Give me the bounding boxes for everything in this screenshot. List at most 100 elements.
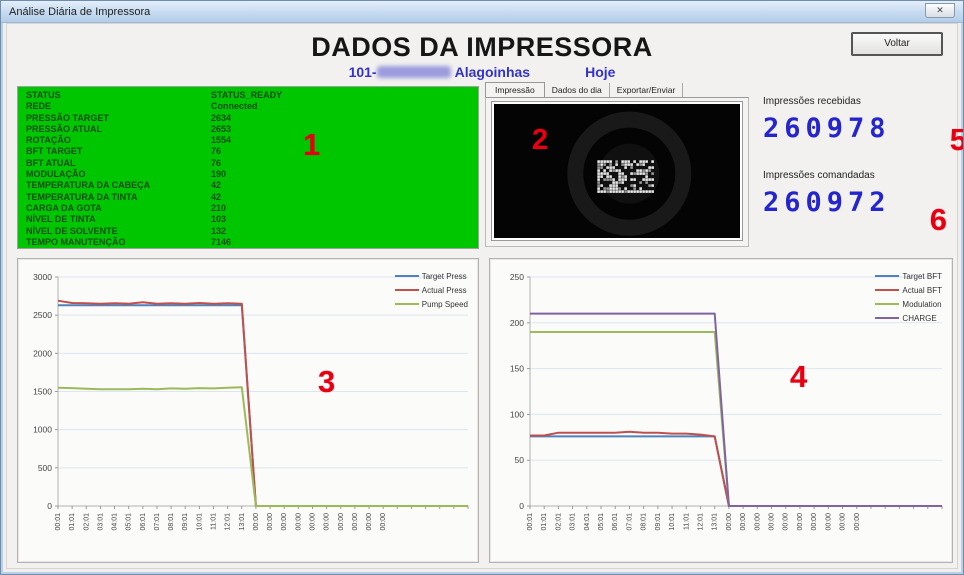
annotation-6: 6 <box>929 202 947 237</box>
pressure-chart-panel: 0 500 1000 1500 2000 2500 3000 00:01 01:01 02:01 0… <box>17 258 479 563</box>
svg-text:04:01: 04:01 <box>584 513 591 531</box>
status-row-value: 7146 <box>211 236 232 247</box>
svg-text:50: 50 <box>515 455 525 465</box>
svg-text:08:01: 08:01 <box>641 513 648 531</box>
legend-swatch <box>394 288 419 292</box>
status-row: BFT TARGET 76 <box>26 146 478 157</box>
tab-strip: Impressão Dados do dia Exportar/Enviar <box>485 82 749 98</box>
svg-text:250: 250 <box>510 272 524 282</box>
svg-text:00:00: 00:00 <box>338 513 345 531</box>
svg-text:00:01: 00:01 <box>527 513 534 531</box>
commanded-counter: Impressões comandadas 260972 6 <box>763 170 959 237</box>
legend-label: Actual Press <box>421 285 467 295</box>
svg-text:11:01: 11:01 <box>683 513 690 530</box>
bft-chart: 0 50 100 150 200 250 00:01 01:01 02:01 03:01 04:01… <box>510 272 943 531</box>
svg-text:07:01: 07:01 <box>154 513 161 531</box>
svg-text:00:00: 00:00 <box>811 513 818 531</box>
status-row: TEMPO MANUTENÇÃO 7146 <box>26 237 478 248</box>
svg-text:150: 150 <box>510 364 524 374</box>
svg-text:05:01: 05:01 <box>126 513 133 531</box>
svg-text:03:01: 03:01 <box>97 513 104 531</box>
svg-text:00:00: 00:00 <box>769 513 776 531</box>
tab-exportar-enviar[interactable]: Exportar/Enviar <box>610 83 684 97</box>
status-row: TEMPERATURA DA TINTA 42 <box>26 192 478 203</box>
annotation-4: 4 <box>790 359 808 394</box>
received-label: Impressões recebidas <box>763 96 861 107</box>
status-row: STATUS STATUS_READY <box>26 90 478 101</box>
period-label[interactable]: Hoje <box>585 64 616 80</box>
tab-impressao[interactable]: Impressão <box>485 82 545 98</box>
received-value: 260978 <box>763 113 891 144</box>
svg-text:00:00: 00:00 <box>281 513 288 531</box>
status-row-label: MODULAÇÃO <box>26 169 86 180</box>
printer-subtitle: 101- Alagoinhas Hoje <box>7 64 957 80</box>
svg-text:03:01: 03:01 <box>570 513 577 531</box>
status-row: BFT ATUAL 76 <box>26 158 478 169</box>
legend-swatch <box>875 302 900 306</box>
status-row: MODULAÇÃO 190 <box>26 169 478 180</box>
svg-text:06:01: 06:01 <box>140 513 147 531</box>
svg-text:00:00: 00:00 <box>295 513 302 531</box>
legend-label: Pump Speed <box>421 299 468 309</box>
svg-text:10:01: 10:01 <box>669 513 676 531</box>
status-row-value: 42 <box>211 180 222 191</box>
legend-swatch <box>394 274 419 278</box>
voltar-button[interactable]: Voltar <box>851 32 943 56</box>
svg-text:00:01: 00:01 <box>55 513 62 531</box>
svg-text:13:01: 13:01 <box>712 513 719 531</box>
status-panel: 1 STATUS STATUS_READY REDE Connected PRESSÃO… <box>17 86 479 249</box>
legend-swatch <box>875 274 900 278</box>
status-row-label: STATUS <box>26 90 61 100</box>
svg-text:05:01: 05:01 <box>598 513 605 531</box>
legend-swatch <box>394 302 419 306</box>
svg-text:0: 0 <box>519 501 524 511</box>
branch-prefix: 101- <box>348 64 377 80</box>
svg-text:00:00: 00:00 <box>366 513 373 531</box>
status-row-value: 42 <box>211 191 222 202</box>
page-title: DADOS DA IMPRESSORA <box>311 32 653 62</box>
status-row-label: BFT ATUAL <box>26 157 76 168</box>
bft-chart-panel: 0 50 100 150 200 250 00:01 01:01 02:01 03:01 04:01… <box>489 258 953 563</box>
svg-text:12:01: 12:01 <box>225 513 232 531</box>
status-row-value: 2634 <box>211 112 232 123</box>
svg-text:11:01: 11:01 <box>211 513 218 530</box>
svg-text:00:00: 00:00 <box>324 513 331 531</box>
status-row-value: 1554 <box>211 135 232 146</box>
svg-text:3000: 3000 <box>33 272 52 282</box>
annotation-5: 5 <box>950 122 963 158</box>
svg-text:2500: 2500 <box>33 310 52 320</box>
svg-text:00:00: 00:00 <box>754 513 761 531</box>
redacted-branch-name <box>376 66 451 78</box>
svg-text:200: 200 <box>510 318 524 328</box>
status-row-label: TEMPERATURA DA CABEÇA <box>26 180 151 191</box>
legend-label: Target BFT <box>902 271 942 281</box>
legend-label: Modulation <box>902 299 942 309</box>
status-row-label: BFT TARGET <box>26 146 83 157</box>
status-row-value: 190 <box>211 169 227 180</box>
svg-text:0: 0 <box>47 501 52 511</box>
tab-dados-do-dia[interactable]: Dados do dia <box>545 83 610 97</box>
status-row-value: Connected <box>211 101 258 112</box>
svg-text:00:00: 00:00 <box>797 513 804 531</box>
annotation-1: 1 <box>303 127 321 162</box>
main-content: DADOS DA IMPRESSORA 101- Alagoinhas Hoje V… <box>6 23 963 569</box>
status-row-value: 76 <box>211 146 222 157</box>
status-row: CARGA DA GOTA 210 <box>26 203 478 214</box>
window-title: Análise Diária de Impressora <box>9 5 151 18</box>
legend-item: Target Press <box>394 269 468 283</box>
status-row-value: 76 <box>211 157 222 168</box>
barcode-image <box>494 104 740 238</box>
svg-text:2000: 2000 <box>33 348 52 358</box>
svg-text:00:00: 00:00 <box>267 513 274 531</box>
svg-text:01:01: 01:01 <box>541 513 548 531</box>
legend-item: Target BFT <box>875 269 942 283</box>
legend-swatch <box>875 316 900 320</box>
svg-text:1500: 1500 <box>33 387 52 397</box>
status-row-label: NÍVEL DE TINTA <box>26 214 96 225</box>
svg-text:1000: 1000 <box>33 425 52 435</box>
close-icon[interactable]: ✕ <box>925 3 955 18</box>
pressure-chart-legend: Target Press Actual Press Pump Speed <box>394 269 468 311</box>
annotation-2: 2 <box>532 124 549 156</box>
svg-text:00:00: 00:00 <box>380 513 387 531</box>
legend-label: Target Press <box>421 271 467 281</box>
